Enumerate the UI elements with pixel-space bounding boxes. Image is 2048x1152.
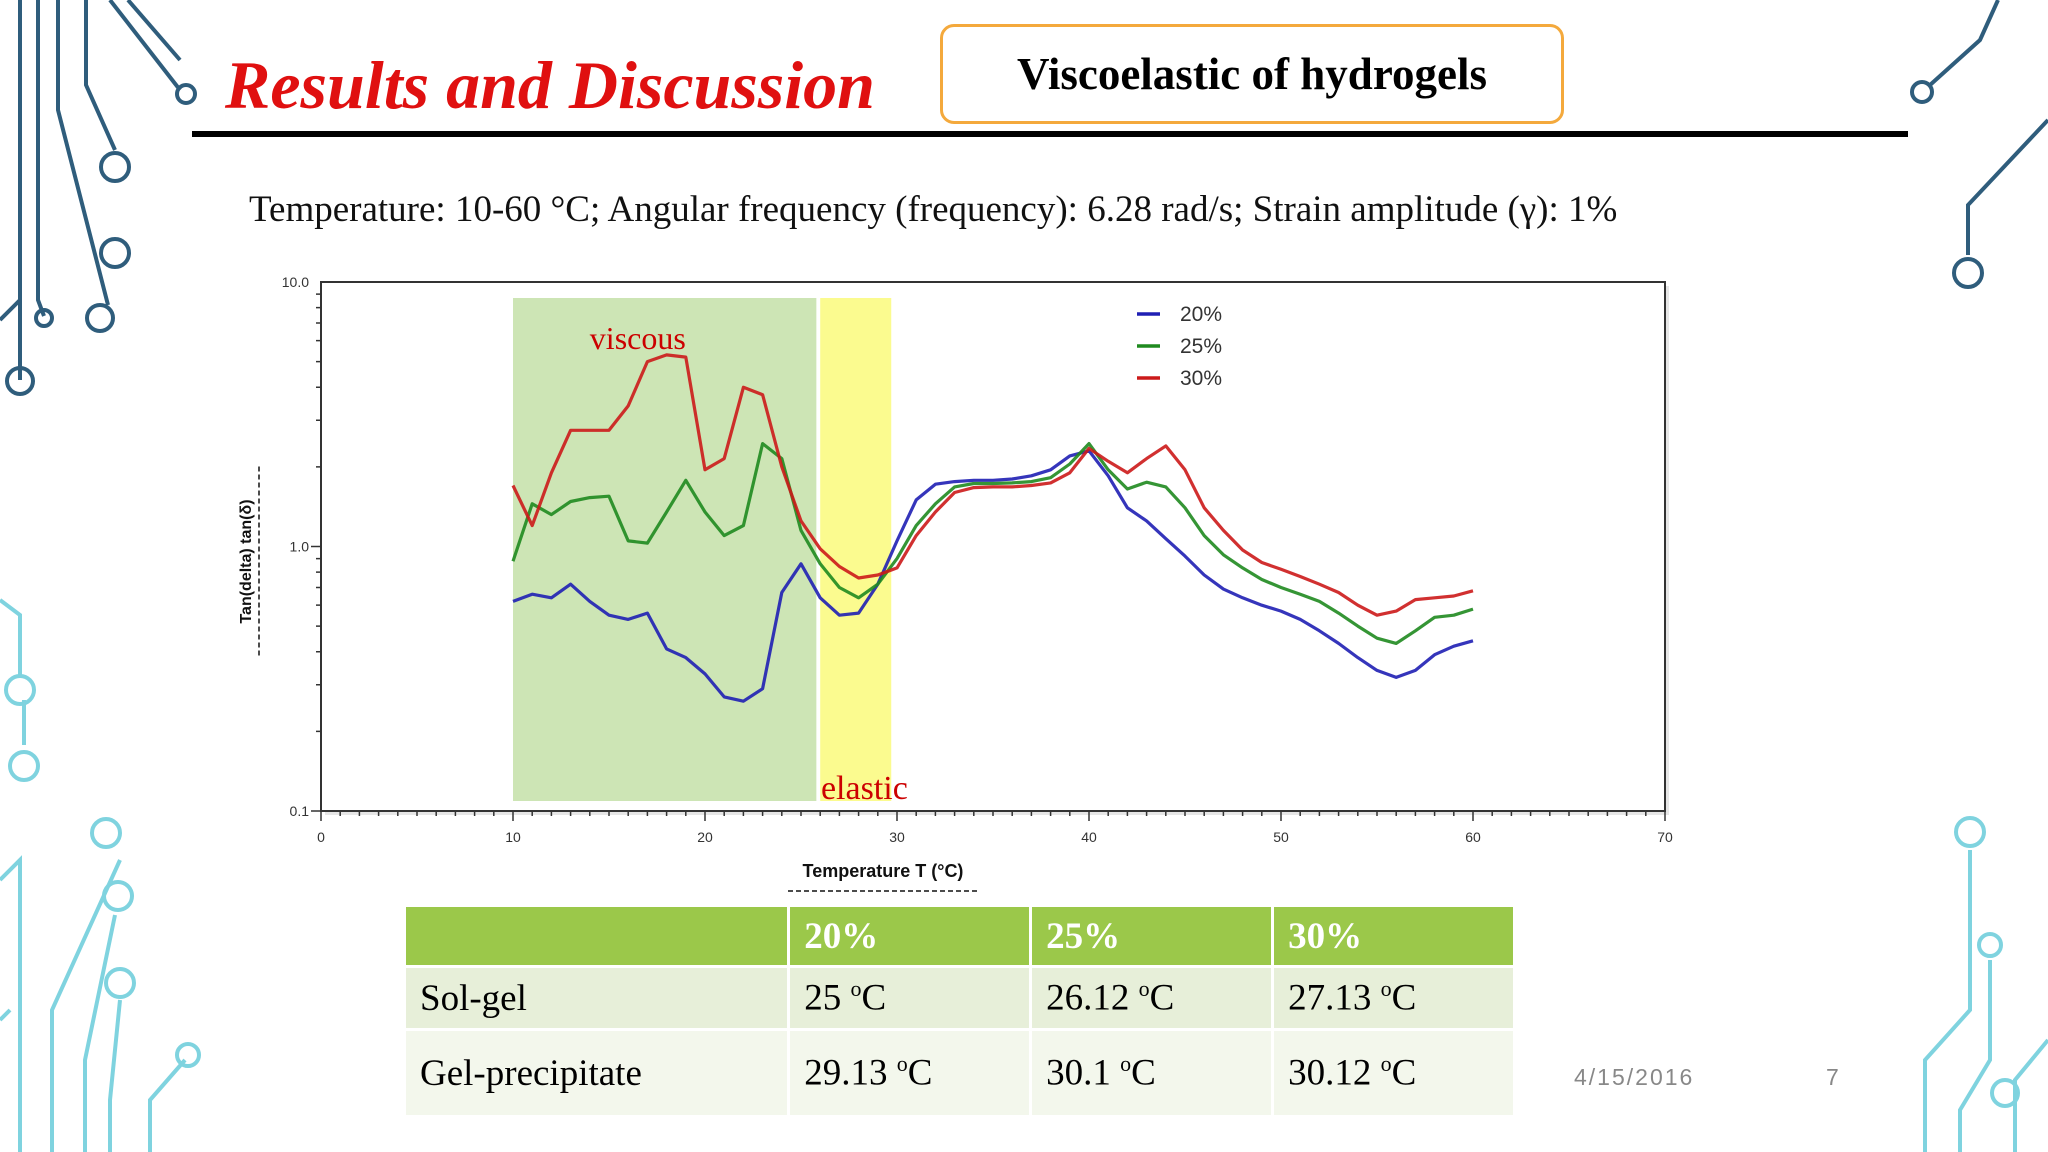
- x-tick-label: 50: [1273, 829, 1289, 845]
- region-elastic: [820, 298, 892, 801]
- table-cell: 27.13 oC: [1271, 965, 1516, 1031]
- slide-page-number: 7: [1826, 1064, 1839, 1090]
- region-viscous: [513, 298, 817, 801]
- row-label: Gel-precipitate: [402, 1028, 791, 1118]
- table-row: Gel-precipitate 29.13 oC 30.1 oC 30.12 o…: [402, 1028, 1516, 1118]
- slide-date: 4/15/2016: [1574, 1064, 1695, 1090]
- legend-label: 20%: [1180, 303, 1222, 326]
- series-line-30%: [511, 353, 1474, 617]
- table-cell: 25 oC: [787, 965, 1033, 1031]
- x-axis-label: Temperature T (°C): [803, 861, 964, 881]
- slide-title: Results and Discussion: [225, 47, 875, 123]
- table-header-cell: 30%: [1271, 904, 1516, 968]
- x-tick-label: 70: [1657, 829, 1673, 845]
- x-tick-label: 40: [1081, 829, 1097, 845]
- y-tick-label: 1.0: [290, 539, 310, 555]
- legend-label: 30%: [1180, 367, 1222, 390]
- tan-delta-chart: 0 10 20 30 40 50 60 70 0.1 1.0 10.0 Temperature T (…: [238, 274, 1673, 892]
- table-cell: 30.1 oC: [1029, 1028, 1275, 1118]
- table-header-row: 20% 25% 30%: [402, 904, 1516, 968]
- transition-temperature-table: 20% 25% 30% Sol-gel 25 oC 26.12 oC 27.13…: [402, 904, 1516, 1118]
- axis-ticks: [311, 293, 1666, 821]
- region-label-elastic: elastic: [821, 770, 908, 807]
- table-cell: 26.12 oC: [1029, 965, 1275, 1031]
- x-tick-label: 60: [1465, 829, 1481, 845]
- legend-label: 25%: [1180, 335, 1222, 358]
- table-cell: 30.12 oC: [1271, 1028, 1516, 1118]
- title-rule: [192, 131, 1908, 137]
- table-header-cell: 25%: [1029, 904, 1275, 968]
- x-tick-label: 0: [317, 829, 325, 845]
- table-header-cell: 20%: [787, 904, 1033, 968]
- table-header-cell: [402, 904, 791, 968]
- row-label: Sol-gel: [402, 965, 791, 1031]
- y-axis-label: Tan(delta) tan(δ): [238, 499, 255, 623]
- y-tick-label: 10.0: [282, 274, 309, 290]
- x-tick-label: 30: [889, 829, 905, 845]
- x-tick-label: 20: [697, 829, 713, 845]
- region-label-viscous: viscous: [590, 320, 686, 356]
- topic-badge: Viscoelastic of hydrogels: [940, 24, 1564, 124]
- y-tick-label: 0.1: [290, 803, 310, 819]
- table-cell: 29.13 oC: [787, 1028, 1033, 1118]
- series-line-25%: [511, 442, 1474, 645]
- x-tick-label: 10: [505, 829, 521, 845]
- table-row: Sol-gel 25 oC 26.12 oC 27.13 oC: [402, 965, 1516, 1031]
- series-line-20%: [512, 449, 1474, 703]
- experiment-parameters: Temperature: 10-60 °C; Angular frequency…: [249, 189, 1618, 230]
